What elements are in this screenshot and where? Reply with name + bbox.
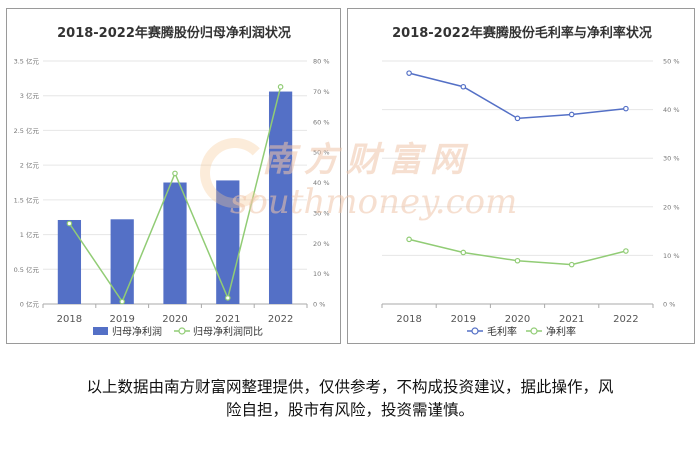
bar-net-profit	[163, 182, 187, 304]
point-gross-margin	[568, 111, 575, 118]
legend-line-marker	[471, 327, 479, 335]
y-tick-label: 2.5 亿元	[14, 126, 40, 135]
margin-chart: 2018-2022年赛腾股份毛利率与净利率状况 0 % 10 % 20 % 30 % 40…	[381, 25, 680, 338]
legend-label-net-profit: 归母净利润	[112, 325, 162, 338]
disclaimer-line-1: 以上数据由南方财富网整理提供，仅供参考，不构成投资建议，据此操作，风	[86, 378, 614, 396]
y-tick-label: 0 亿元	[20, 300, 40, 309]
y2-tick-label: 30 %	[663, 155, 680, 163]
y2-tick-label: 0 %	[663, 301, 675, 309]
x-tick-label: 2019	[451, 314, 476, 325]
bar-net-profit	[57, 219, 82, 304]
point-net-margin	[406, 236, 412, 243]
y2-tick-label: 60 %	[313, 118, 330, 126]
y-tick-label: 0.5 亿元	[14, 265, 40, 274]
line-gross-margin	[408, 72, 626, 120]
point-net-margin	[460, 249, 467, 256]
net-profit-chart-panel: 2018-2022年赛腾股份归母净利润状况 0 亿元 0.5 亿元 1 亿元 1.5 亿…	[6, 8, 341, 344]
x-tick-label: 2020	[162, 314, 187, 325]
legend-label-gross-margin: 毛利率	[487, 325, 517, 338]
y2-tick-label: 20 %	[663, 203, 680, 211]
point-gross-margin	[514, 115, 521, 122]
legend-line-marker	[178, 327, 186, 335]
y-tick-label: 2 亿元	[20, 161, 40, 170]
y2-tick-label: 0 %	[313, 301, 325, 309]
y-tick-label: 3 亿元	[20, 91, 40, 100]
chart-title: 2018-2022年赛腾股份归母净利润状况	[57, 25, 291, 41]
x-tick-label: 2020	[505, 314, 530, 325]
y2-tick-label: 50 %	[313, 149, 330, 157]
net-profit-chart: 2018-2022年赛腾股份归母净利润状况 0 亿元 0.5 亿元 1 亿元 1.5 亿…	[14, 25, 330, 338]
point-net-profit-yoy	[119, 298, 126, 305]
bar-net-profit	[110, 219, 134, 304]
point-net-margin	[568, 261, 575, 268]
x-tick-label: 2018	[396, 314, 421, 325]
x-tick-label: 2022	[613, 314, 638, 325]
bar-net-profit	[268, 91, 293, 304]
point-gross-margin	[460, 83, 467, 90]
y-tick-label: 1.5 亿元	[14, 195, 40, 204]
point-gross-margin	[406, 70, 412, 76]
bar-net-profit	[216, 180, 240, 304]
chart-title: 2018-2022年赛腾股份毛利率与净利率状况	[392, 25, 652, 41]
point-net-margin	[514, 257, 521, 264]
point-net-profit-yoy	[225, 295, 231, 301]
x-tick-label: 2021	[559, 314, 584, 325]
x-tick-label: 2018	[57, 314, 82, 325]
y2-tick-label: 70 %	[313, 88, 330, 96]
y-tick-label: 3.5 亿元	[14, 57, 40, 66]
point-net-profit-yoy	[277, 84, 284, 90]
y2-tick-label: 10 %	[313, 270, 330, 278]
y2-tick-label: 40 %	[663, 106, 680, 114]
point-net-profit-yoy	[172, 170, 178, 177]
disclaimer: 以上数据由南方财富网整理提供，仅供参考，不构成投资建议，据此操作，风 险自担，股…	[0, 376, 700, 422]
point-net-margin	[623, 248, 629, 254]
x-tick-label: 2022	[268, 314, 293, 325]
y2-tick-label: 40 %	[313, 179, 330, 187]
x-tick-label: 2019	[109, 314, 134, 325]
y2-tick-label: 50 %	[663, 58, 680, 66]
y2-tick-label: 30 %	[313, 209, 330, 217]
legend-line-marker	[530, 327, 538, 335]
margin-chart-panel: 2018-2022年赛腾股份毛利率与净利率状况 0 % 10 % 20 % 30 % 40…	[347, 8, 695, 344]
point-gross-margin	[623, 105, 629, 112]
y2-tick-label: 80 %	[313, 58, 330, 66]
legend-label-net-margin: 净利率	[546, 325, 576, 338]
legend-bar-swatch	[93, 327, 108, 335]
point-net-profit-yoy	[66, 220, 73, 227]
disclaimer-line-2: 险自担，股市有风险，投资需谨慎。	[225, 401, 474, 419]
legend-label-yoy: 归母净利润同比	[193, 325, 263, 338]
y-tick-label: 1 亿元	[20, 230, 40, 239]
y2-tick-label: 10 %	[663, 252, 680, 260]
x-tick-label: 2021	[215, 314, 240, 325]
y2-tick-label: 20 %	[313, 240, 330, 248]
